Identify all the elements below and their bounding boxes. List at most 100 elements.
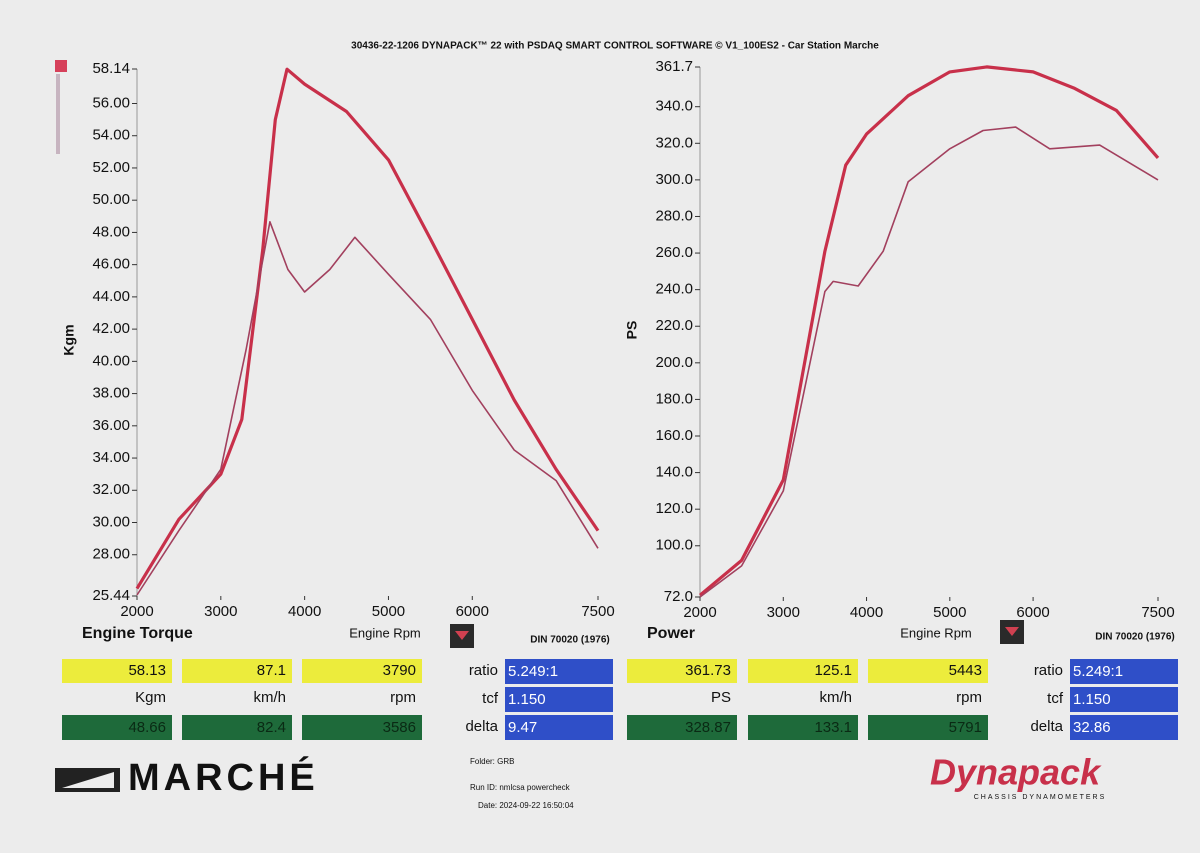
readout-unit: km/h (819, 689, 852, 706)
note: DIN 70020 (1976) (530, 635, 610, 646)
x-tick-label: 3000 (767, 604, 800, 621)
x-tick-label: 2000 (120, 603, 153, 620)
series-line (136, 221, 599, 596)
legend-strip (56, 74, 60, 154)
readout-value: 48.66 (128, 719, 166, 736)
header-title: 30436-22-1206 DYNAPACK™ 22 with PSDAQ SM… (351, 41, 879, 52)
x-tick-label: 7500 (581, 603, 614, 620)
readout-value: 58.13 (128, 662, 166, 679)
logo-right-sub: CHASSIS DYNAMOMETERS (974, 794, 1107, 801)
y-tick-label: 120.0 (655, 500, 693, 517)
y-tick-label: 32.00 (92, 481, 130, 498)
y-tick-label: 56.00 (92, 94, 130, 111)
readout-value: 133.1 (814, 719, 852, 736)
y-tick-label: 300.0 (655, 171, 693, 188)
folder: Folder: GRB (470, 757, 514, 766)
readout-unit: rpm (956, 689, 982, 706)
readout-unit: Kgm (135, 689, 166, 706)
readout-box (748, 659, 858, 683)
param-value: 9.47 (508, 719, 537, 736)
param-label: tcf (482, 690, 499, 707)
y-tick-label: 46.00 (92, 256, 130, 273)
y-tick-label: 30.00 (92, 513, 130, 530)
y-tick-label: 36.00 (92, 417, 130, 434)
x-tick-label: 5000 (933, 604, 966, 621)
param-box (1070, 715, 1178, 740)
readout-value: 125.1 (814, 662, 852, 679)
y-tick-label: 361.7 (655, 58, 693, 75)
y-tick-label: 48.00 (92, 223, 130, 240)
param-value: 5.249:1 (1073, 663, 1123, 680)
readout-box (627, 715, 737, 740)
y-axis-label: Kgm (61, 324, 77, 355)
param-box (505, 715, 613, 740)
x-tick-label: 3000 (204, 603, 237, 620)
logo-mark (55, 768, 120, 792)
param-box (1070, 687, 1178, 712)
readout-box (868, 715, 988, 740)
readout-box (868, 659, 988, 683)
dropdown-arrow (1005, 627, 1019, 636)
x-tick-label: 6000 (1016, 604, 1049, 621)
y-tick-label: 280.0 (655, 207, 693, 224)
x-axis-label: Engine Rpm (900, 625, 972, 640)
x-tick-label: 6000 (456, 603, 489, 620)
x-tick-label: 4000 (850, 604, 883, 621)
logo-left: MARCHÉ (55, 755, 319, 799)
readout-value: 361.73 (685, 662, 731, 679)
y-tick-label: 44.00 (92, 288, 130, 305)
param-value: 1.150 (1073, 691, 1111, 708)
logo-text: MARCHÉ (128, 755, 319, 799)
y-tick-label: 180.0 (655, 390, 693, 407)
param-box (1070, 659, 1178, 684)
readout-box (182, 659, 292, 683)
y-tick-label: 140.0 (655, 464, 693, 481)
series-line (698, 65, 1160, 597)
param-box (505, 659, 613, 684)
param-value: 32.86 (1073, 719, 1111, 736)
readout-box (748, 715, 858, 740)
param-label: ratio (469, 662, 498, 679)
readout-value: 3586 (383, 719, 416, 736)
series-line (135, 67, 600, 590)
y-tick-label: 260.0 (655, 244, 693, 261)
chart-title: Power (647, 625, 695, 642)
readout-box (182, 715, 292, 740)
readout-unit: PS (711, 689, 731, 706)
readout-box (302, 715, 422, 740)
readout-value: 5791 (949, 719, 982, 736)
readout-box (627, 659, 737, 683)
y-tick-label: 72.0 (664, 588, 693, 605)
x-axis-label: Engine Rpm (349, 625, 421, 640)
readout-value: 87.1 (257, 662, 286, 679)
legend-swatch (55, 60, 67, 72)
y-tick-label: 25.44 (92, 587, 130, 604)
param-box (505, 687, 613, 712)
readout-value: 5443 (949, 662, 982, 679)
y-tick-label: 240.0 (655, 281, 693, 298)
param-value: 5.249:1 (508, 663, 558, 680)
x-tick-label: 7500 (1141, 604, 1174, 621)
readout-value: 3790 (383, 662, 416, 679)
y-axis-label: PS (624, 321, 640, 340)
y-tick-label: 340.0 (655, 98, 693, 115)
x-tick-label: 2000 (683, 604, 716, 621)
y-tick-label: 40.00 (92, 352, 130, 369)
y-tick-label: 160.0 (655, 427, 693, 444)
y-tick-label: 54.00 (92, 127, 130, 144)
y-tick-label: 52.00 (92, 159, 130, 176)
date: Date: 2024-09-22 16:50:04 (478, 801, 574, 810)
series-line (699, 126, 1159, 598)
y-tick-label: 34.00 (92, 449, 130, 466)
y-tick-label: 58.14 (92, 60, 130, 77)
param-label: delta (1030, 718, 1063, 735)
param-label: tcf (1047, 690, 1064, 707)
y-tick-label: 42.00 (92, 320, 130, 337)
run-id: Run ID: nmlcsa powercheck (470, 783, 571, 792)
y-tick-label: 50.00 (92, 191, 130, 208)
readout-box (62, 715, 172, 740)
x-tick-label: 5000 (372, 603, 405, 620)
note: DIN 70020 (1976) (1095, 632, 1175, 643)
readout-value: 82.4 (257, 719, 286, 736)
